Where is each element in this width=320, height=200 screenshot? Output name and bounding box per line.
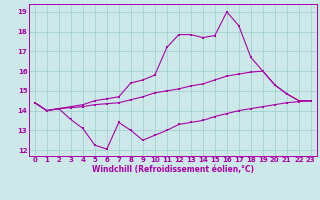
X-axis label: Windchill (Refroidissement éolien,°C): Windchill (Refroidissement éolien,°C) — [92, 165, 254, 174]
